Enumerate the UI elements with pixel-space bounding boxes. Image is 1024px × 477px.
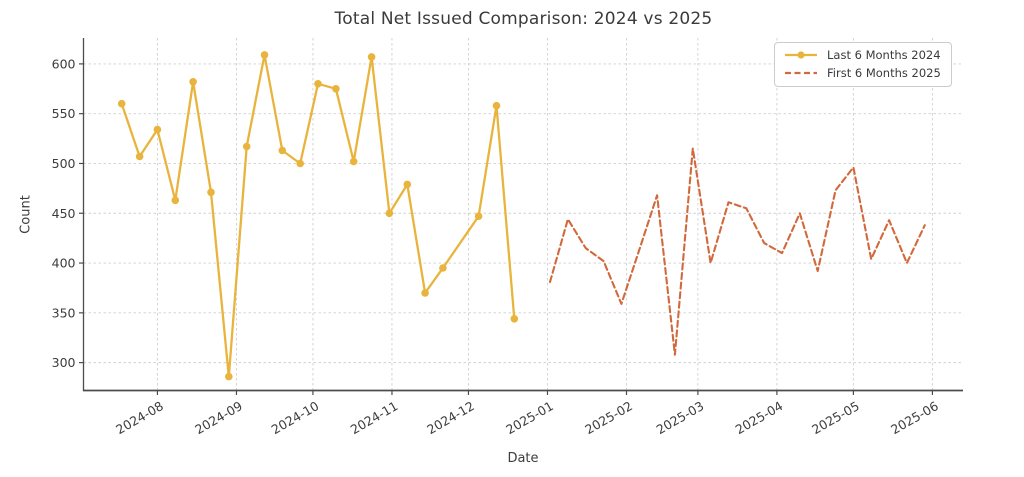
x-tick-label: 2024-08 [113, 398, 166, 437]
y-axis-label: Count [18, 195, 34, 234]
x-tick-label: 2025-03 [654, 398, 707, 437]
y-tick-label: 600 [52, 56, 76, 71]
legend-label-2024: Last 6 Months 2024 [827, 48, 941, 62]
x-tick-label: 2024-09 [192, 398, 245, 437]
legend-swatch-dashed-line-icon [785, 71, 817, 75]
legend-label-2025: First 6 Months 2025 [827, 66, 941, 80]
y-tick-label: 450 [52, 206, 76, 221]
legend-swatch-solid-line-icon [785, 51, 817, 59]
y-tick-label: 550 [52, 106, 76, 121]
x-axis-label: Date [507, 451, 539, 466]
legend-item-2024: Last 6 Months 2024 [783, 48, 941, 62]
x-tick-label: 2025-02 [582, 398, 635, 437]
x-tick-label: 2024-11 [348, 398, 401, 437]
x-tick-label: 2025-06 [888, 398, 941, 437]
y-tick-label: 400 [52, 256, 76, 271]
x-tick-label: 2025-04 [733, 398, 786, 437]
y-tick-label: 300 [52, 355, 76, 370]
series-line-2 [548, 147, 926, 356]
y-axis-ticks: 300 350 400 450 500 550 600 [52, 56, 84, 370]
chart-title: Total Net Issued Comparison: 2024 vs 202… [334, 9, 713, 29]
legend: Last 6 Months 2024 First 6 Months 2025 [774, 42, 952, 87]
x-tick-label: 2024-12 [424, 398, 477, 437]
x-tick-label: 2025-05 [809, 398, 862, 437]
series-line-1 [120, 53, 516, 378]
y-tick-label: 500 [52, 156, 76, 171]
legend-item-2025: First 6 Months 2025 [783, 66, 941, 80]
series-markers-1 [117, 51, 519, 381]
y-tick-label: 350 [52, 305, 76, 320]
x-tick-label: 2024-10 [269, 398, 322, 437]
x-tick-label: 2025-01 [503, 398, 556, 437]
x-axis-ticks: 2024-08 2024-09 2024-10 2024-11 2024-12 2025-… [113, 390, 941, 437]
